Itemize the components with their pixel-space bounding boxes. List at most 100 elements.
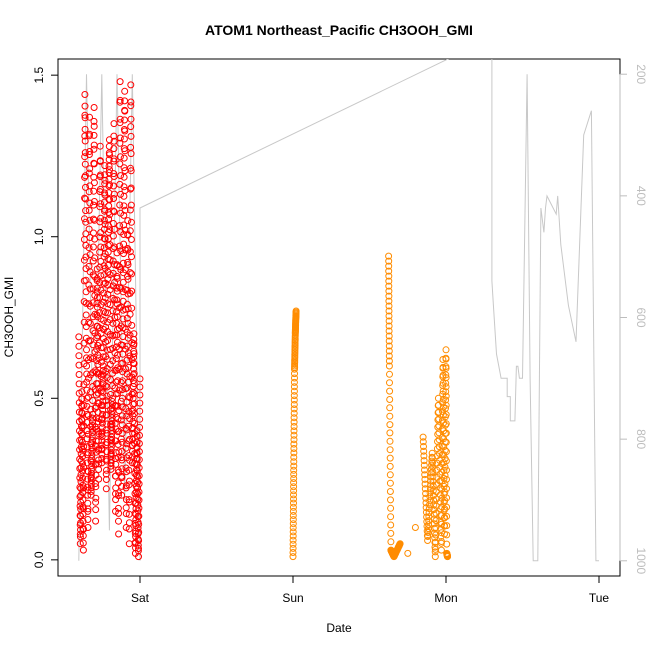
data-point [429,468,437,476]
data-point [422,490,430,497]
data-point [386,396,394,403]
data-point [130,340,138,348]
data-point [127,150,135,158]
data-point [117,190,124,198]
data-point [124,217,132,225]
data-point [120,154,128,162]
data-point [88,455,96,462]
data-point [135,528,143,536]
data-point [83,362,91,370]
data-point [97,243,105,251]
x-axis: Sat Sun Mon Tue [131,575,609,605]
data-point [86,285,94,293]
data-point [116,78,124,86]
data-point [109,220,117,227]
data-point [290,475,298,482]
data-point [431,548,439,556]
data-point [127,123,135,131]
data-point [84,467,91,475]
data-point [130,360,138,368]
data-point [136,383,144,391]
data-point [90,160,98,168]
data-point [98,459,106,467]
data-point [90,117,98,125]
data-point [289,536,297,544]
data-point [85,151,93,158]
data-point [128,407,136,415]
data-point [82,230,90,238]
data-point [99,406,107,414]
data-point [103,411,111,419]
data-point [289,544,297,552]
data-point [90,179,98,187]
data-point [136,431,143,439]
y-axis: 0.0 0.5 1.0 1.5 [32,66,59,568]
data-point [116,201,124,209]
data-point [118,430,126,437]
data-point [106,151,113,159]
data-point [86,148,94,155]
data-point [135,545,142,552]
data-point [117,172,124,180]
data-point [98,424,106,432]
data-point [85,169,93,177]
data-point [121,87,129,95]
data-point [97,200,104,208]
data-point [110,182,118,190]
data-point [420,457,428,465]
data-point [135,496,143,504]
data-point [118,421,126,429]
data-point [119,315,127,323]
data-point [385,347,393,355]
data-point [90,131,98,139]
data-point [105,169,113,177]
data-point [289,520,297,528]
data-point [121,116,128,124]
data-point [120,231,128,238]
data-point [99,410,106,418]
data-point [290,427,298,435]
data-point [95,354,103,362]
data-point [290,470,298,478]
data-point [127,236,135,243]
data-point [83,346,90,354]
data-point [385,297,393,305]
y-tick-label: 1.5 [32,66,46,83]
data-point [120,173,128,181]
data-point [106,301,114,309]
data-point [88,447,96,455]
data-point [114,377,122,385]
data-point [96,203,104,211]
data-point [387,529,395,537]
data-point [442,371,450,379]
data-point [387,538,395,546]
data-point [442,346,450,354]
data-point [135,553,142,561]
data-point [290,387,298,395]
data-point [404,549,412,557]
data-point [115,366,123,373]
data-point [118,491,126,499]
data-point [118,474,126,482]
data-point [80,525,87,533]
data-point [385,272,393,280]
data-point [91,254,99,262]
data-point [442,420,450,428]
data-point [80,443,88,451]
data-point [135,480,143,488]
data-point [81,160,89,168]
data-point [120,135,128,143]
data-point [422,499,430,507]
data-point [88,433,96,440]
data-point [424,533,432,540]
data-point [429,487,437,495]
data-point [290,383,298,391]
data-point [80,256,88,264]
data-point [290,423,298,430]
data-point [100,307,108,315]
data-point [76,533,84,541]
x-tick-label: Sat [131,591,150,605]
data-point [290,392,298,400]
data-point [433,481,441,489]
